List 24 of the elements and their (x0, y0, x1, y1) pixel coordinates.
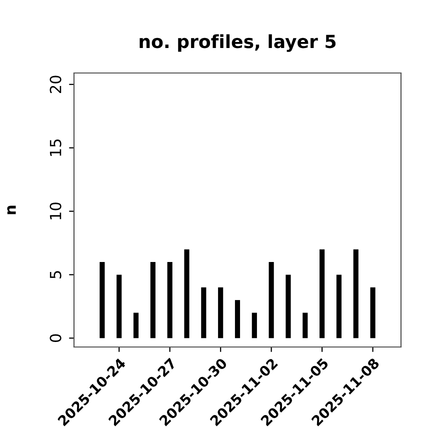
bar (286, 274, 291, 338)
bar (268, 262, 274, 338)
bar (336, 274, 342, 338)
bar (116, 274, 122, 338)
bar (370, 287, 376, 338)
y-tick-label: 20 (50, 76, 62, 94)
y-axis-title: n (7, 206, 16, 214)
bar (201, 287, 206, 338)
bar (133, 312, 139, 338)
bar (150, 262, 156, 338)
bar (184, 249, 190, 338)
y-tick-label: 0 (50, 334, 62, 342)
bar (100, 262, 105, 338)
y-tick-label: 5 (50, 271, 62, 278)
bar (234, 300, 240, 338)
bar (252, 312, 257, 338)
bar (218, 287, 224, 338)
bar (320, 249, 325, 338)
chart-title: no. profiles, layer 5 (140, 34, 336, 52)
bar (167, 262, 172, 338)
bar (353, 249, 358, 338)
y-tick-label: 15 (50, 139, 62, 156)
bar (302, 312, 308, 338)
y-tick-label: 10 (50, 202, 62, 220)
